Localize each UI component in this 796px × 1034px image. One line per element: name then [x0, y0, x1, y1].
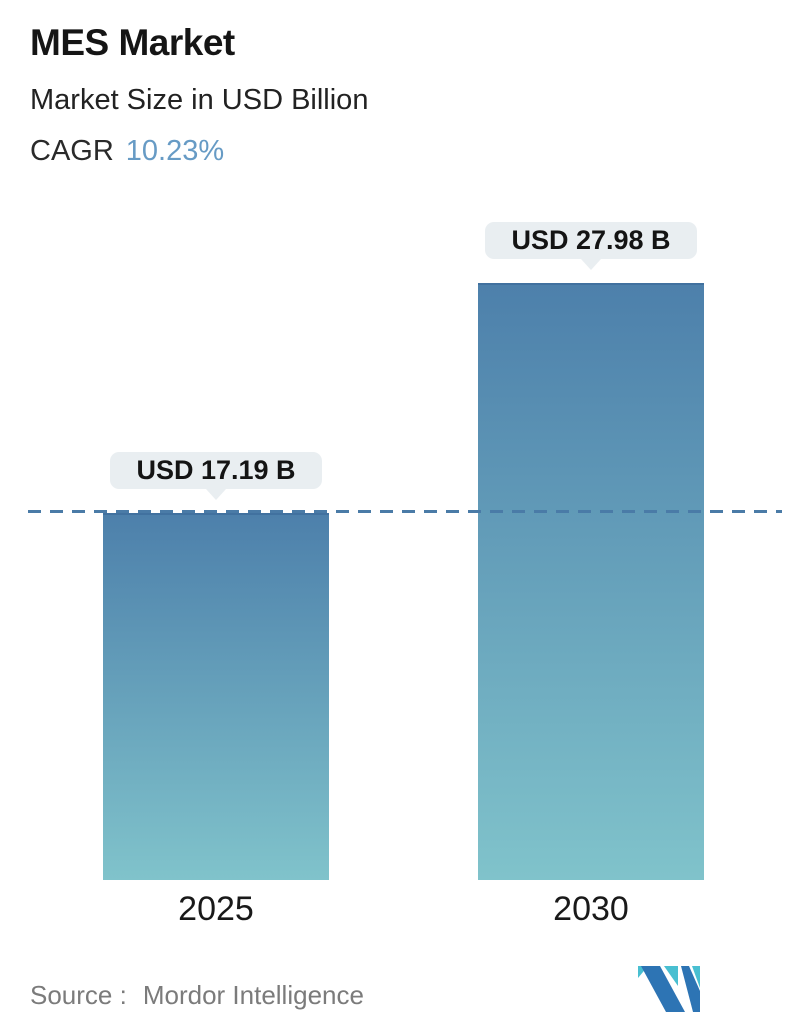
page-title: MES Market	[30, 22, 235, 63]
value-label-2030: USD 27.98 B	[485, 222, 697, 259]
source-line: Source : Mordor Intelligence	[30, 980, 364, 1011]
logo-teal-right	[692, 966, 700, 988]
chart-subtitle: Market Size in USD Billion	[30, 84, 369, 116]
cagr-row: CAGR 10.23%	[30, 135, 224, 168]
source-label: Source :	[30, 980, 127, 1010]
mordor-intelligence-logo	[638, 966, 700, 1012]
cagr-value: 10.23%	[125, 135, 225, 167]
value-label-2025: USD 17.19 B	[110, 452, 322, 489]
bar-2025	[103, 513, 329, 880]
x-label-2025: 2025	[178, 890, 254, 928]
logo-blue-main-diagonal	[641, 966, 685, 1012]
x-label-2030: 2030	[553, 890, 629, 928]
bar-2030	[478, 283, 704, 880]
source-value: Mordor Intelligence	[142, 980, 364, 1010]
cagr-label: CAGR	[30, 135, 114, 167]
logo-blue-right-diagonal	[681, 966, 700, 1012]
reference-line	[28, 510, 782, 513]
logo-teal-middle	[664, 966, 678, 986]
bar-group-2025: USD 17.19 B 2025	[103, 452, 329, 928]
bar-group-2030: USD 27.98 B 2030	[478, 222, 704, 928]
